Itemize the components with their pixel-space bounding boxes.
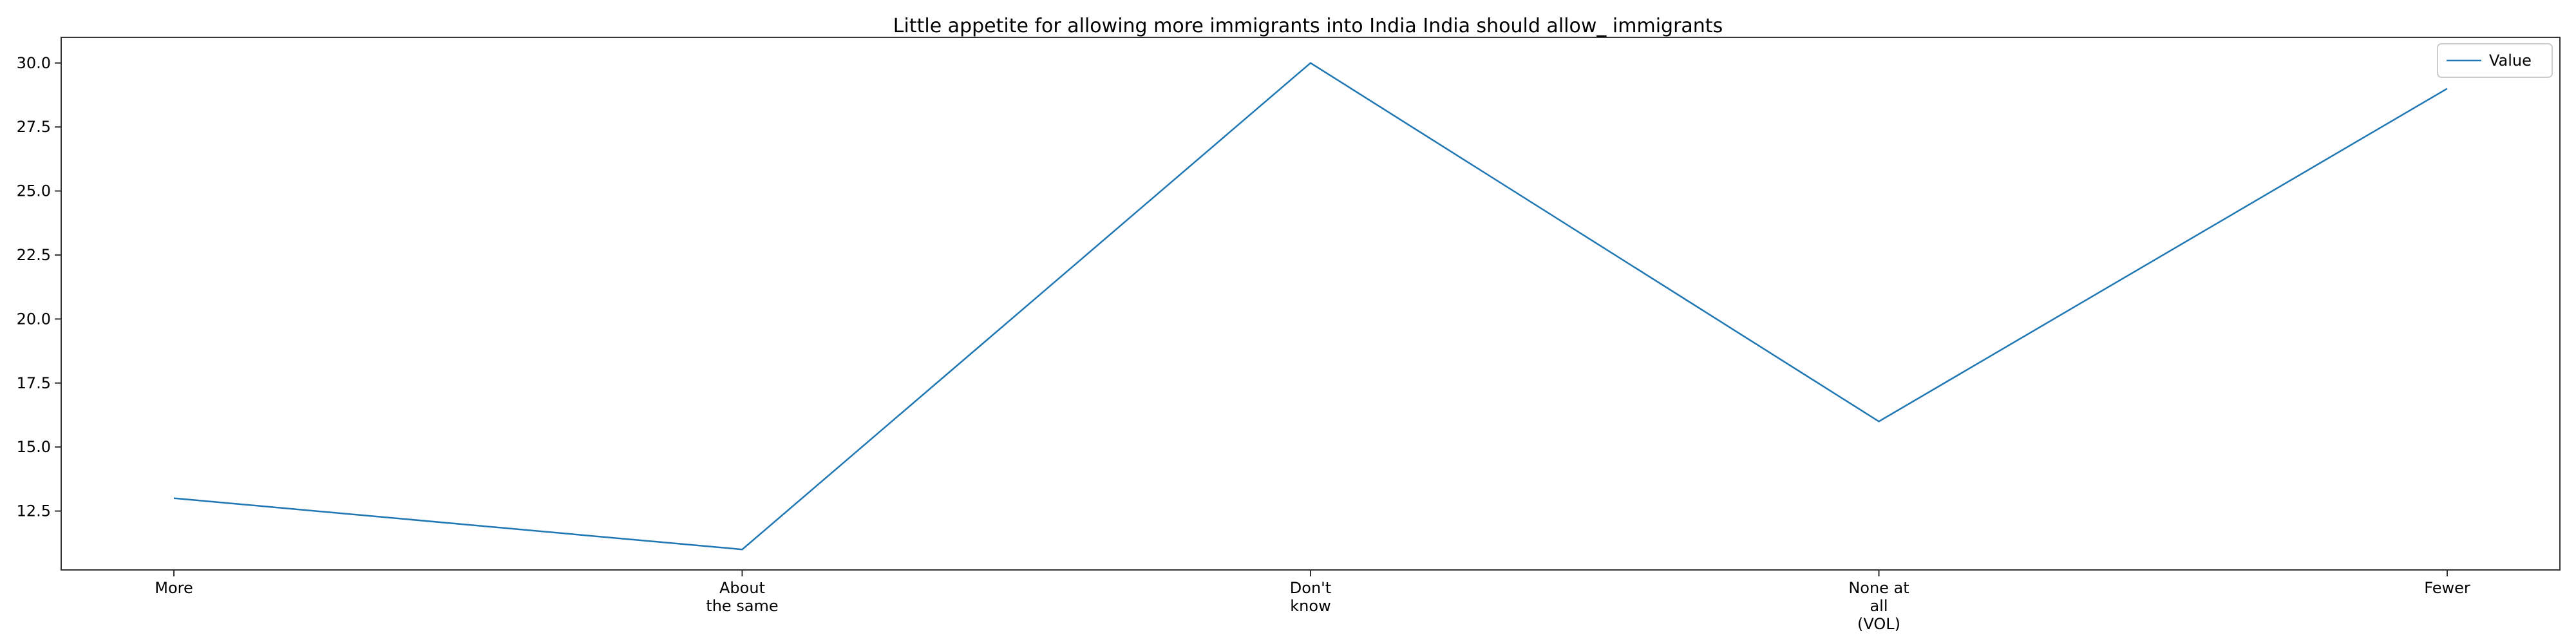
series-line <box>173 62 2448 551</box>
x-tick-label: Fewer <box>2424 579 2470 597</box>
x-tick-label: More <box>155 579 193 597</box>
plot-area-frame <box>61 37 2561 571</box>
legend: Value <box>2437 43 2553 78</box>
y-tick-label: 12.5 <box>17 502 51 520</box>
y-axis: 12.5 15.0 17.5 20.0 22.5 25.0 27.5 30.0 <box>17 54 61 520</box>
chart-title: Little appetite for allowing more immigr… <box>893 15 1723 37</box>
x-tick-label: Don't know <box>1290 579 1331 615</box>
x-tick-label: About the same <box>706 579 778 615</box>
legend-label: Value <box>2489 52 2532 70</box>
x-tick-label: None at all (VOL) <box>1848 579 1909 633</box>
y-tick-label: 25.0 <box>17 182 51 200</box>
series-layer <box>173 62 2448 551</box>
y-tick-label: 17.5 <box>17 374 51 392</box>
legend-box <box>2437 43 2553 78</box>
y-tick-label: 15.0 <box>17 438 51 456</box>
y-tick-label: 30.0 <box>17 54 51 72</box>
y-tick-label: 22.5 <box>17 246 51 264</box>
x-axis: More About the same Don't know None at all (VOL… <box>155 570 2470 633</box>
y-tick-label: 27.5 <box>17 118 51 136</box>
y-tick-label: 20.0 <box>17 310 51 328</box>
